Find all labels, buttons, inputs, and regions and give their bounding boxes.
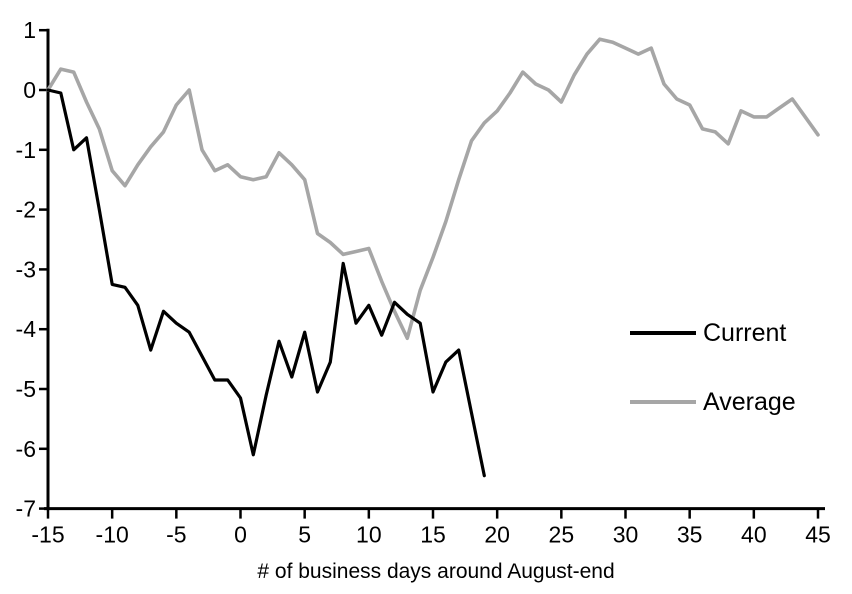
x-tick-label: -5 — [166, 522, 186, 548]
y-tick-label: -1 — [16, 137, 36, 163]
x-tick-label: 25 — [549, 522, 575, 548]
x-tick-label: 5 — [298, 522, 311, 548]
x-tick-label: -10 — [96, 522, 129, 548]
x-tick-label: -15 — [31, 522, 64, 548]
y-tick-label: 0 — [23, 77, 36, 103]
y-tick-label: -2 — [16, 197, 36, 223]
x-tick-label: 30 — [613, 522, 639, 548]
x-tick-label: 35 — [677, 522, 703, 548]
y-tick-label: -7 — [16, 496, 36, 522]
x-tick-label: 40 — [741, 522, 767, 548]
x-tick-label: 15 — [420, 522, 446, 548]
y-tick-label: -4 — [16, 316, 37, 342]
y-tick-label: -6 — [16, 436, 36, 462]
x-tick-label: 10 — [356, 522, 382, 548]
x-tick-label: 0 — [234, 522, 247, 548]
y-tick-label: 1 — [23, 17, 36, 43]
x-tick-label: 20 — [484, 522, 510, 548]
series-line-average — [46, 37, 820, 341]
y-tick-label: -3 — [16, 256, 36, 282]
series-line-current — [46, 88, 486, 478]
y-tick-label: -5 — [16, 376, 36, 402]
x-tick-label: 45 — [805, 522, 831, 548]
x-axis-title: # of business days around August-end — [257, 560, 615, 583]
